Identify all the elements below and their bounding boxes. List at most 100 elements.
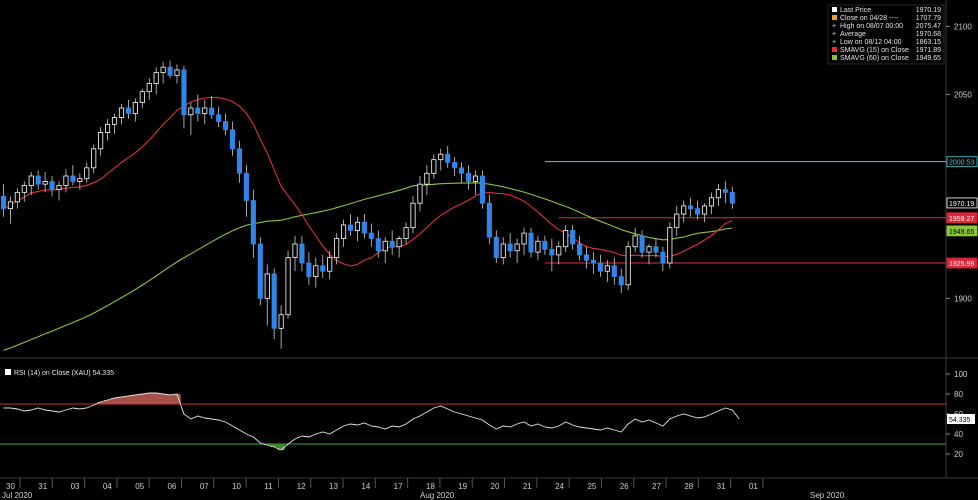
candle-body (618, 276, 624, 286)
rsi-line (3, 392, 740, 451)
legend-value: 1970.19 (916, 7, 941, 14)
candle-body (35, 175, 41, 185)
legend-plus-icon: + (832, 39, 836, 46)
candle-body (674, 213, 680, 229)
candle-body (486, 202, 492, 238)
x-day-label: 10 (232, 482, 241, 491)
candle-body (84, 167, 90, 180)
candle-body (472, 175, 479, 182)
candle-body (535, 240, 541, 253)
grid-layer (0, 0, 978, 479)
legend-label: High on 08/07 00:00 (840, 23, 903, 30)
candle-body (639, 235, 645, 253)
rsi-panel: RSI (14) on Close (XAU) 54.335 (0, 369, 946, 451)
x-month-label: Sep 2020 (810, 491, 845, 500)
axis-layer: 190019502000205021002000.531970.191959.2… (2, 22, 978, 500)
candle-body (306, 262, 312, 278)
candle-body (549, 249, 555, 256)
x-day-label: 05 (135, 482, 144, 491)
x-day-label: 17 (394, 482, 403, 491)
candle-body (181, 69, 187, 116)
candle-body (556, 246, 562, 256)
x-day-label: 30 (6, 482, 15, 491)
price-tag-box (946, 257, 978, 269)
candle-body (7, 201, 13, 210)
candle-body (250, 200, 256, 245)
price-tag-label: 2000.53 (949, 160, 974, 167)
candle-body (715, 189, 721, 199)
rsi-last-tag-label: 54.335 (949, 417, 971, 424)
rsi-legend-swatch (5, 369, 11, 375)
candle-body (98, 132, 104, 150)
candle-body (403, 227, 409, 239)
legend-label: Close on 04/28 ---- (840, 15, 899, 22)
candle-body (667, 227, 673, 264)
candle-body (320, 265, 326, 272)
candle-body (354, 221, 361, 231)
x-day-label: 26 (620, 482, 629, 491)
candle-body (521, 232, 527, 245)
legend-plus-icon: + (832, 23, 836, 30)
candle-body (368, 232, 374, 239)
x-day-label: 24 (555, 482, 564, 491)
candle-body (223, 121, 229, 131)
chart-legend: Last Price 1970.19 Close on 04/28 ---- 1707… (827, 4, 945, 65)
candle-body (42, 181, 48, 185)
legend-label: SMAVG (15) on Close (840, 47, 909, 54)
legend-label: Low on 08/12 04:00 (840, 39, 902, 46)
legend-swatch (832, 7, 837, 12)
candle-body (292, 243, 298, 259)
candle-body (105, 123, 111, 133)
candle-body (243, 172, 249, 201)
legend-swatch (832, 15, 837, 20)
candle-body (278, 314, 284, 329)
candle-body (146, 83, 152, 93)
candle-body (604, 265, 610, 272)
candle-body (660, 251, 666, 264)
candle-body (563, 229, 569, 248)
x-day-label: 27 (652, 482, 661, 491)
candle-body (14, 191, 20, 203)
rsi-last-tag-box (947, 414, 975, 424)
candle-body (361, 221, 367, 234)
price-tick-label: 2100 (954, 22, 972, 31)
legend-value: 1971.89 (916, 47, 941, 54)
price-tag-box (946, 156, 978, 168)
candle-body (70, 175, 76, 182)
candle-body (493, 236, 499, 258)
x-day-label: 28 (684, 482, 693, 491)
candle-body (160, 66, 166, 74)
candle-body (63, 175, 69, 186)
candle-body (264, 273, 270, 299)
candle-body (452, 161, 458, 169)
candle-body (681, 205, 687, 215)
candle-body (195, 107, 201, 114)
x-day-label: 18 (426, 482, 435, 491)
candle-body (625, 246, 631, 286)
candle-body (334, 238, 340, 258)
price-tag-label: 1949.65 (949, 229, 974, 236)
candle-body (313, 265, 319, 278)
candle-body (632, 235, 638, 248)
legend-label: SMAVG (60) on Close (840, 55, 909, 62)
x-day-label: 20 (491, 482, 500, 491)
candle-body (174, 69, 180, 76)
candle-body (570, 229, 576, 245)
x-day-label: 25 (587, 482, 596, 491)
candle-body (708, 197, 715, 207)
x-day-label: 11 (264, 482, 273, 491)
candle-body (500, 243, 506, 259)
price-tick-label: 1900 (954, 294, 972, 303)
rsi-tick-label: 100 (954, 370, 968, 379)
candle-body (91, 148, 97, 169)
candle-body (299, 243, 305, 264)
price-tick-label: 2050 (954, 90, 972, 99)
candle-body (125, 107, 131, 114)
candle-body (528, 232, 534, 253)
legend-plus-icon: + (832, 31, 836, 38)
x-day-label: 01 (749, 482, 758, 491)
candle-body (236, 148, 243, 174)
candle-body (590, 259, 597, 264)
price-tag-box (946, 197, 978, 209)
